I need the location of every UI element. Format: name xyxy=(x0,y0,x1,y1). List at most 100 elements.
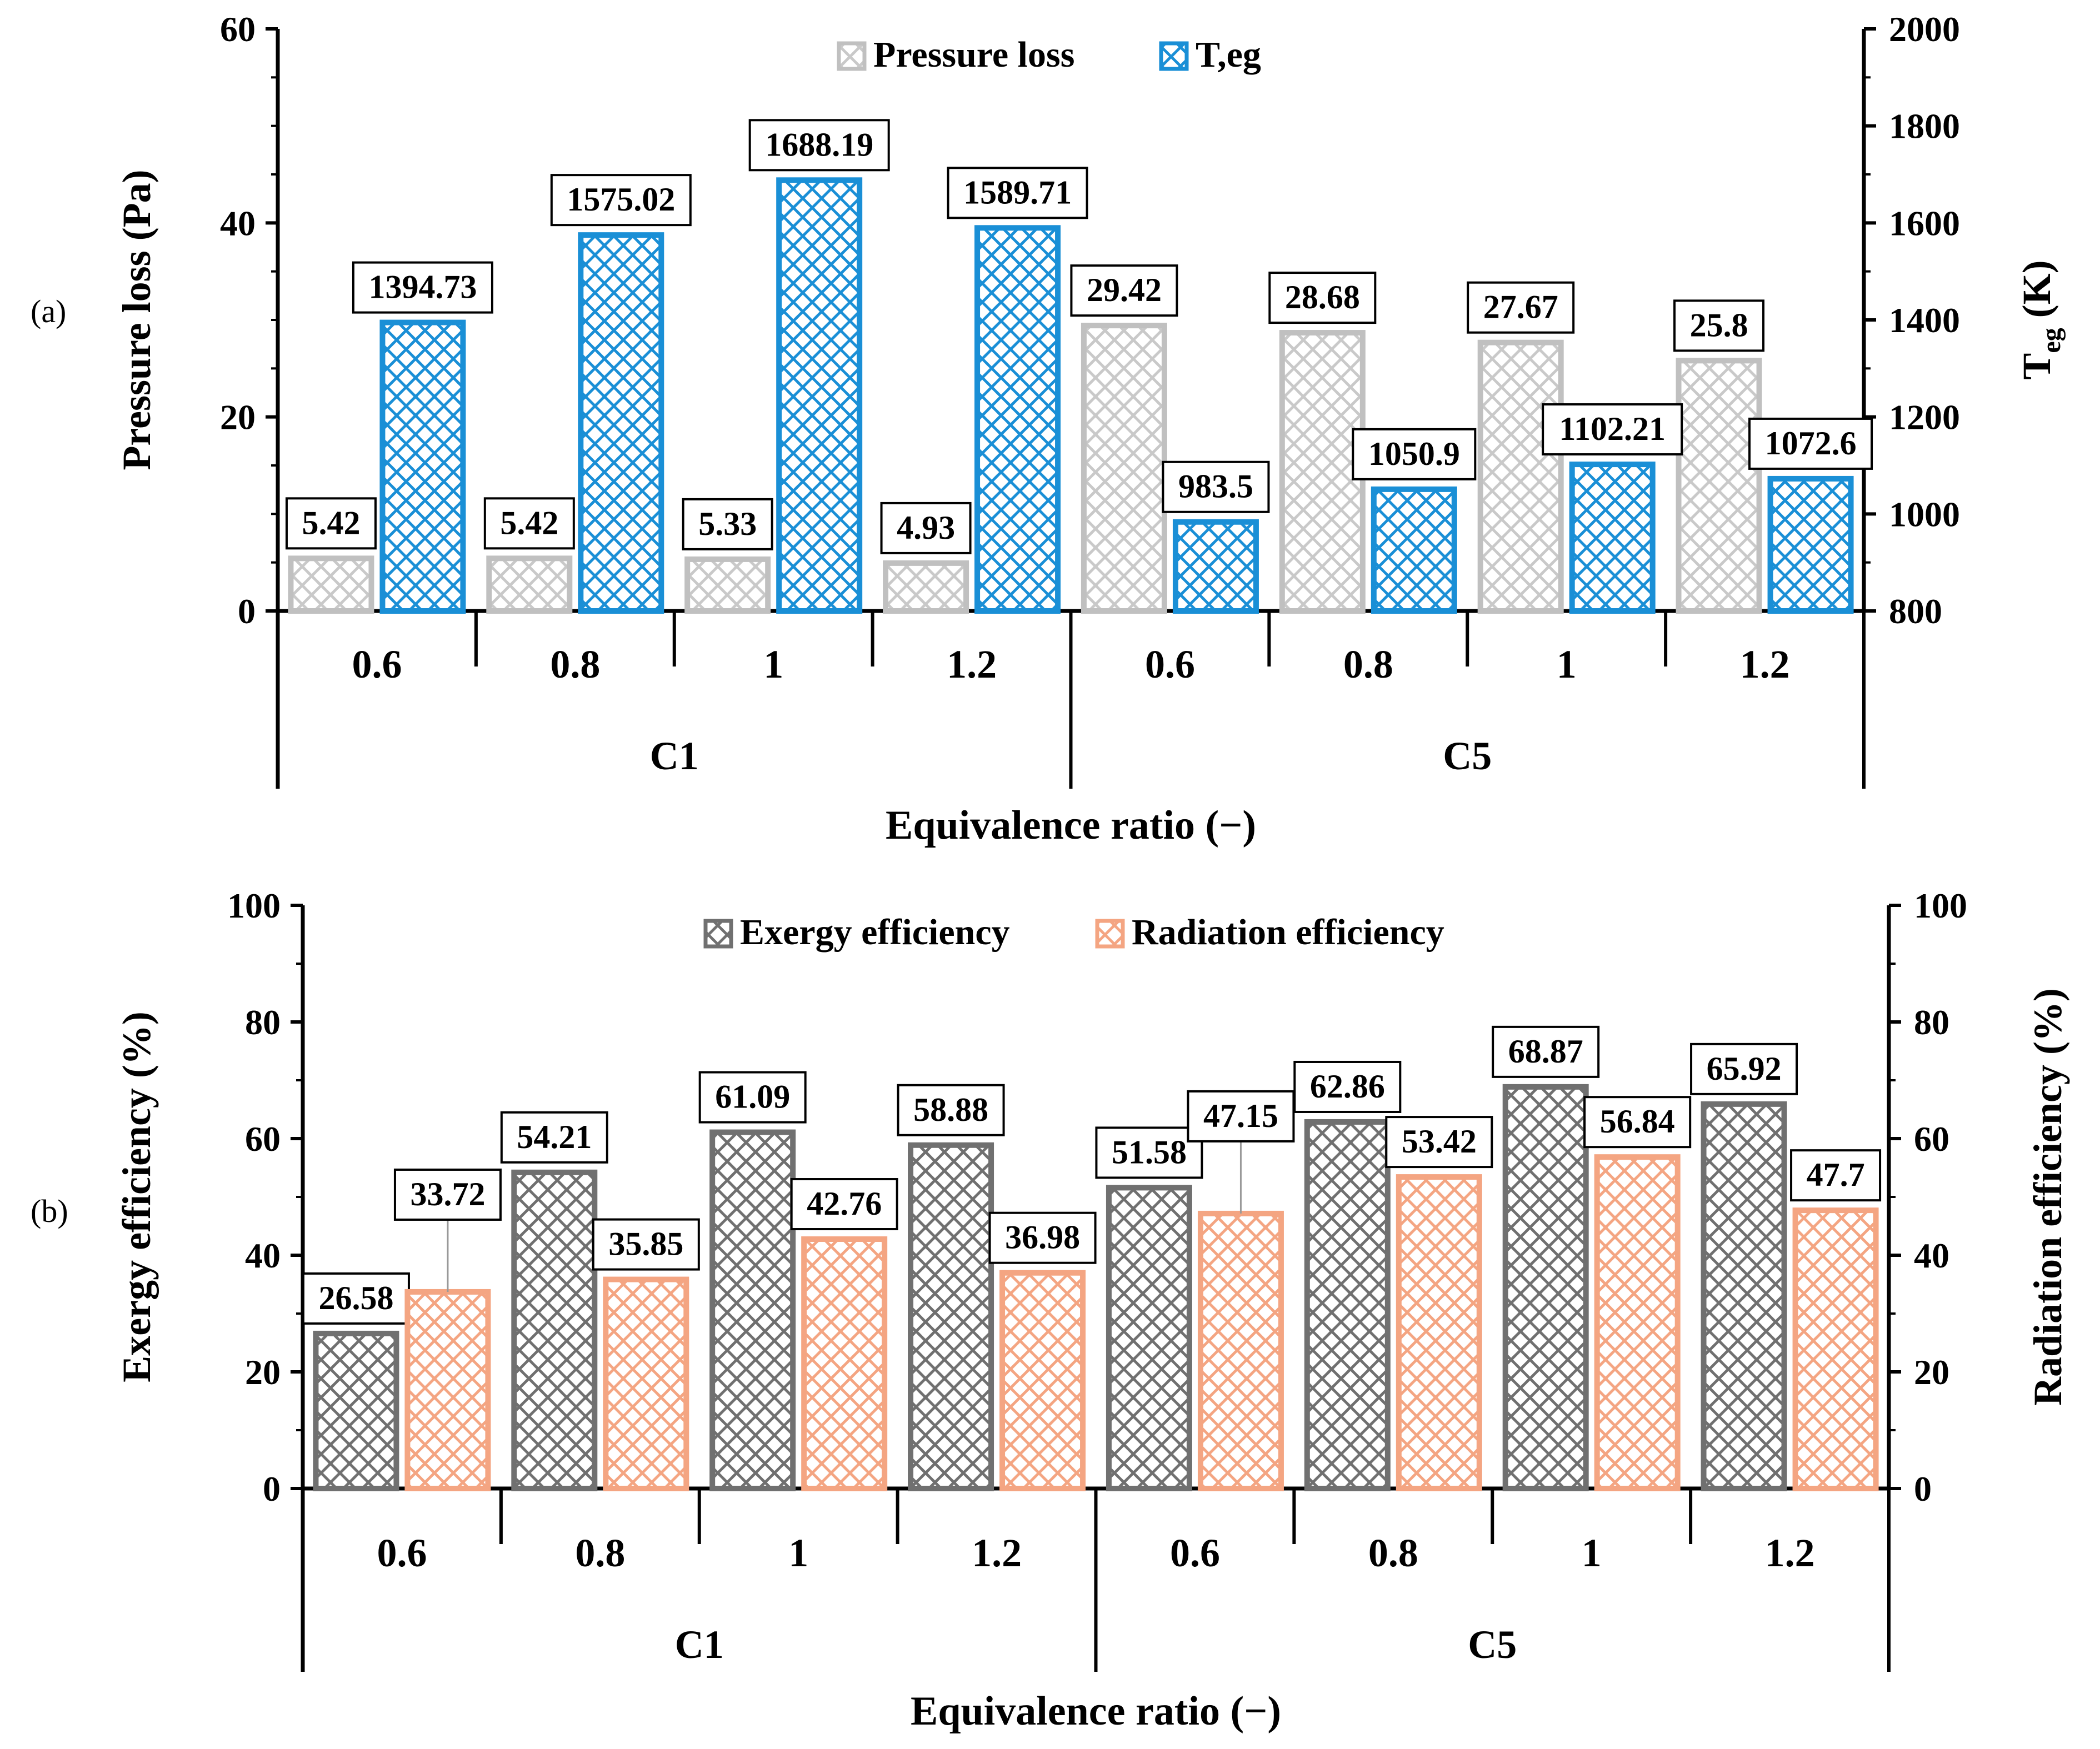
data-label: 56.84 xyxy=(1600,1103,1675,1140)
y-tick-label-left: 20 xyxy=(220,398,256,437)
legend-label: Pressure loss xyxy=(873,34,1074,75)
series-1: 33.72 35.85 42.76 36.98 47.15 53.42 56.84 47.7 xyxy=(393,1090,1882,1492)
legend-label: Radiation efficiency xyxy=(1132,912,1444,953)
bar xyxy=(1197,1210,1284,1492)
bar xyxy=(578,232,664,614)
panel-b: (b) 0 20 40 60 80 100 0 20 40 60 80 100 Exergy effici… xyxy=(31,886,2070,1734)
legend-swatch xyxy=(1159,41,1189,71)
bar xyxy=(1279,330,1366,614)
data-label: 1575.02 xyxy=(567,181,675,218)
data-label: 1589.71 xyxy=(963,174,1072,211)
data-label-box xyxy=(748,119,890,172)
x-tick-label: 1 xyxy=(763,642,783,686)
legend-swatch xyxy=(837,41,867,71)
x-tick-label: 1 xyxy=(1582,1531,1602,1575)
data-label: 36.98 xyxy=(1005,1219,1080,1256)
legend-label: Exergy efficiency xyxy=(740,912,1010,953)
y-tick-label-right: 1400 xyxy=(1889,300,1960,340)
legend: Pressure loss T,eg xyxy=(837,34,1261,75)
bar xyxy=(1477,339,1564,614)
data-label: 1688.19 xyxy=(765,126,873,163)
data-label-box xyxy=(1790,1149,1882,1202)
data-label-box xyxy=(1293,1060,1402,1113)
data-label-box xyxy=(1583,1096,1692,1149)
data-label-box xyxy=(352,261,493,314)
x-group-label: C5 xyxy=(1443,734,1492,778)
data-label-box xyxy=(1467,281,1575,334)
bar xyxy=(1396,1174,1482,1492)
bar xyxy=(511,1169,598,1491)
bar xyxy=(1502,1084,1589,1491)
data-label: 35.85 xyxy=(608,1226,683,1262)
panel-label: (a) xyxy=(31,293,66,329)
y-axis-title-right-main: T xyxy=(2014,353,2059,380)
y-tick-label-right: 1000 xyxy=(1889,494,1960,534)
y-tick-label-right: 20 xyxy=(1914,1352,1949,1392)
panel-a: (a) 0 20 40 60 800 1000 1200 1400 1600 1800 2000 Pre… xyxy=(31,9,2066,848)
data-label: 58.88 xyxy=(913,1091,988,1128)
data-label: 65.92 xyxy=(1707,1050,1782,1087)
bar xyxy=(404,1289,491,1491)
bar xyxy=(486,555,573,614)
panel-label: (b) xyxy=(31,1193,68,1229)
data-label: 47.15 xyxy=(1203,1097,1278,1134)
bar xyxy=(1172,519,1259,614)
data-label: 28.68 xyxy=(1285,279,1360,315)
y-tick-label-right: 1600 xyxy=(1889,203,1960,243)
bar xyxy=(1569,462,1656,614)
legend-swatch xyxy=(703,919,733,949)
x-tick-label: 1.2 xyxy=(1765,1531,1815,1575)
data-label-box xyxy=(880,502,972,554)
y-tick-label-right: 0 xyxy=(1914,1469,1932,1509)
data-label-box xyxy=(592,1218,700,1271)
data-label: 5.42 xyxy=(500,504,558,541)
data-label: 1394.73 xyxy=(368,269,477,305)
data-label: 47.7 xyxy=(1807,1156,1865,1193)
y-tick-label-left: 40 xyxy=(220,203,256,243)
y-tick-label-right: 800 xyxy=(1889,592,1942,631)
data-label: 1072.6 xyxy=(1765,425,1857,462)
x-tick-label: 0.8 xyxy=(1368,1531,1418,1575)
y-tick-label-left: 0 xyxy=(238,592,256,631)
data-label-box xyxy=(790,1178,898,1231)
data-label-box xyxy=(897,1084,1005,1136)
bar xyxy=(1304,1119,1391,1491)
y-tick-label-right: 80 xyxy=(1914,1003,1949,1042)
y-tick-label-right: 1200 xyxy=(1889,398,1960,437)
y-axis-title-right: Radiation efficiency (%) xyxy=(2026,988,2070,1406)
data-label: 1050.9 xyxy=(1368,435,1460,472)
y-tick-label-left: 20 xyxy=(245,1352,281,1392)
y-tick-label-left: 40 xyxy=(245,1236,281,1275)
data-label: 25.8 xyxy=(1690,307,1748,343)
x-tick-label: 0.6 xyxy=(1145,642,1195,686)
data-label: 1102.21 xyxy=(1559,410,1666,447)
bar xyxy=(1594,1154,1681,1491)
bar xyxy=(1081,323,1167,614)
data-label: 68.87 xyxy=(1508,1033,1583,1070)
x-axis-title: Equivalence ratio (−) xyxy=(911,1688,1281,1734)
data-label: 33.72 xyxy=(410,1176,485,1212)
x-tick-label: 1.2 xyxy=(972,1531,1022,1575)
y-axis-title-left: Pressure loss (Pa) xyxy=(114,169,159,470)
data-label: 62.86 xyxy=(1310,1068,1385,1105)
x-group-label: C5 xyxy=(1468,1622,1517,1667)
x-tick-label: 0.6 xyxy=(1170,1531,1220,1575)
data-label: 4.93 xyxy=(897,509,955,546)
data-label-box xyxy=(550,174,692,227)
data-label: 53.42 xyxy=(1402,1123,1477,1160)
y-axis-title-right-unit: (K) xyxy=(2014,260,2059,328)
y-tick-label-left: 60 xyxy=(245,1119,281,1159)
data-label-box xyxy=(988,1211,1097,1264)
y-axis-title-left: Exergy efficiency (%) xyxy=(114,1011,159,1382)
x-tick-label: 0.6 xyxy=(377,1531,427,1575)
data-label-box xyxy=(1748,417,1873,470)
data-label-box xyxy=(393,1168,502,1221)
data-label-box xyxy=(1542,403,1683,456)
data-label-box xyxy=(1070,264,1178,317)
bar xyxy=(1767,475,1854,614)
data-label-box xyxy=(1385,1116,1493,1169)
y-tick-label-right: 1800 xyxy=(1889,107,1960,146)
x-tick-label: 1.2 xyxy=(947,642,997,686)
x-axis-title: Equivalence ratio (−) xyxy=(886,803,1256,848)
